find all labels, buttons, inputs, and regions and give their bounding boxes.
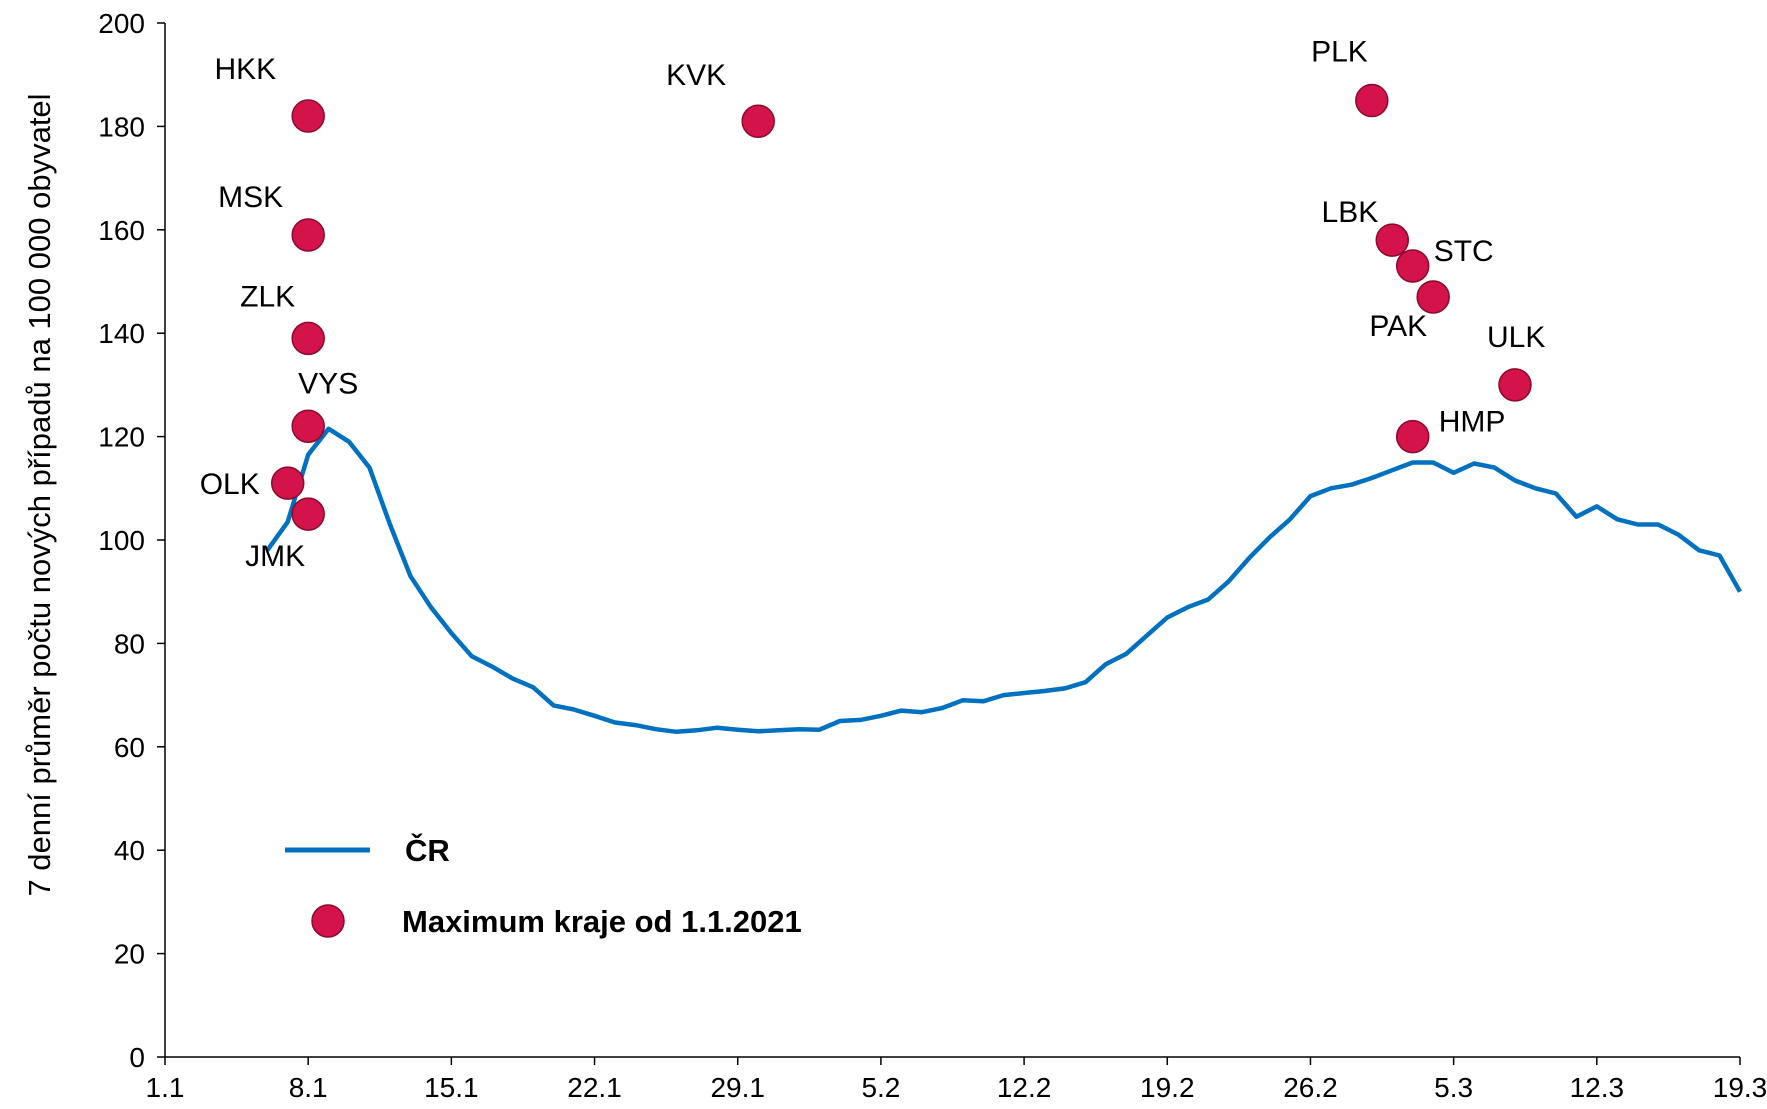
marker-label: PLK [1311, 36, 1368, 69]
y-axis: 0 20 40 60 80 100 120 140 160 180 200 [98, 8, 166, 1073]
marker-label: VYS [298, 367, 358, 400]
marker-label: KVK [666, 59, 726, 92]
marker-point [291, 321, 325, 356]
x-tick-label: 22.1 [567, 1072, 622, 1103]
marker-point [270, 466, 305, 500]
x-tick-label: 15.1 [424, 1072, 479, 1103]
marker-label: PAK [1369, 310, 1427, 343]
marker-label: HMP [1439, 406, 1506, 439]
x-tick-label: 5.2 [861, 1072, 900, 1103]
x-tick-label: 5.3 [1434, 1072, 1473, 1103]
y-axis-title: 7 denní průměr počtu nových případů na 1… [22, 93, 57, 896]
line-series-cr [265, 426, 1742, 735]
y-tick-label: 40 [114, 835, 145, 866]
legend: ČR Maximum kraje od 1.1.2021 [285, 832, 802, 939]
legend-label-marker: Maximum kraje od 1.1.2021 [402, 904, 802, 939]
marker-point [741, 104, 775, 138]
marker-label: ULK [1487, 321, 1545, 354]
legend-label-line: ČR [405, 832, 450, 868]
y-tick-label: 140 [98, 318, 145, 349]
marker-point [1498, 368, 1532, 402]
x-tick-label: 8.1 [289, 1072, 328, 1103]
x-tick-label: 12.3 [1570, 1072, 1625, 1103]
marker-label: LBK [1322, 196, 1379, 229]
y-tick-label: 180 [98, 111, 145, 142]
y-tick-label: 120 [98, 422, 145, 453]
marker-label: STC [1434, 235, 1494, 268]
y-tick-label: 200 [98, 8, 145, 39]
y-tick-label: 80 [114, 628, 145, 659]
marker-point [1416, 280, 1450, 314]
marker-point [1395, 249, 1430, 283]
marker-label: OLK [200, 468, 260, 501]
y-tick-label: 100 [98, 525, 145, 556]
line-cr [265, 426, 1742, 735]
legend-marker-swatch [311, 904, 345, 938]
y-tick-label: 0 [129, 1042, 145, 1073]
marker-point [291, 497, 325, 531]
x-tick-label: 19.2 [1140, 1072, 1195, 1103]
y-tick-label: 60 [114, 732, 145, 763]
marker-point [1375, 223, 1410, 257]
marker-label: MSK [218, 181, 283, 214]
x-tick-label: 12.2 [997, 1072, 1052, 1103]
marker-point [1395, 419, 1430, 454]
x-tick-label: 26.2 [1283, 1072, 1338, 1103]
x-tick-label: 29.1 [710, 1072, 765, 1103]
marker-label: ZLK [240, 280, 295, 313]
y-tick-label: 20 [114, 939, 145, 970]
x-tick-label: 19.3 [1713, 1072, 1767, 1103]
marker-point [1355, 83, 1389, 118]
marker-point [291, 99, 325, 133]
marker-point [291, 409, 325, 444]
marker-point [291, 218, 325, 252]
x-axis: 1.1 8.1 15.1 22.1 29.1 5.2 12.2 19.2 26.2 5.3 12.3… [146, 1056, 1767, 1103]
marker-series-maximum: HKK MSK ZLK VYS OLK JMK KVK PLK LBK STC PAK HMP ULK [200, 36, 1546, 574]
marker-label: HKK [214, 53, 276, 86]
y-tick-label: 160 [98, 215, 145, 246]
x-tick-label: 1.1 [146, 1072, 185, 1103]
marker-label: JMK [245, 540, 305, 573]
